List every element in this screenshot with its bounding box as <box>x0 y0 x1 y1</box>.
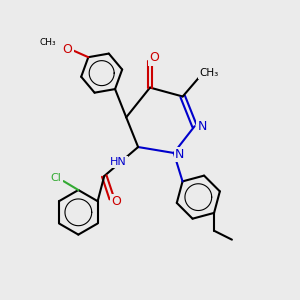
Text: CH₃: CH₃ <box>40 38 56 47</box>
Text: O: O <box>62 43 72 56</box>
Text: N: N <box>197 120 207 133</box>
Text: O: O <box>111 195 121 208</box>
Text: N: N <box>175 148 184 161</box>
Text: O: O <box>149 51 159 64</box>
Text: Cl: Cl <box>51 173 62 183</box>
Text: CH₃: CH₃ <box>200 68 219 78</box>
Text: HN: HN <box>110 157 126 167</box>
